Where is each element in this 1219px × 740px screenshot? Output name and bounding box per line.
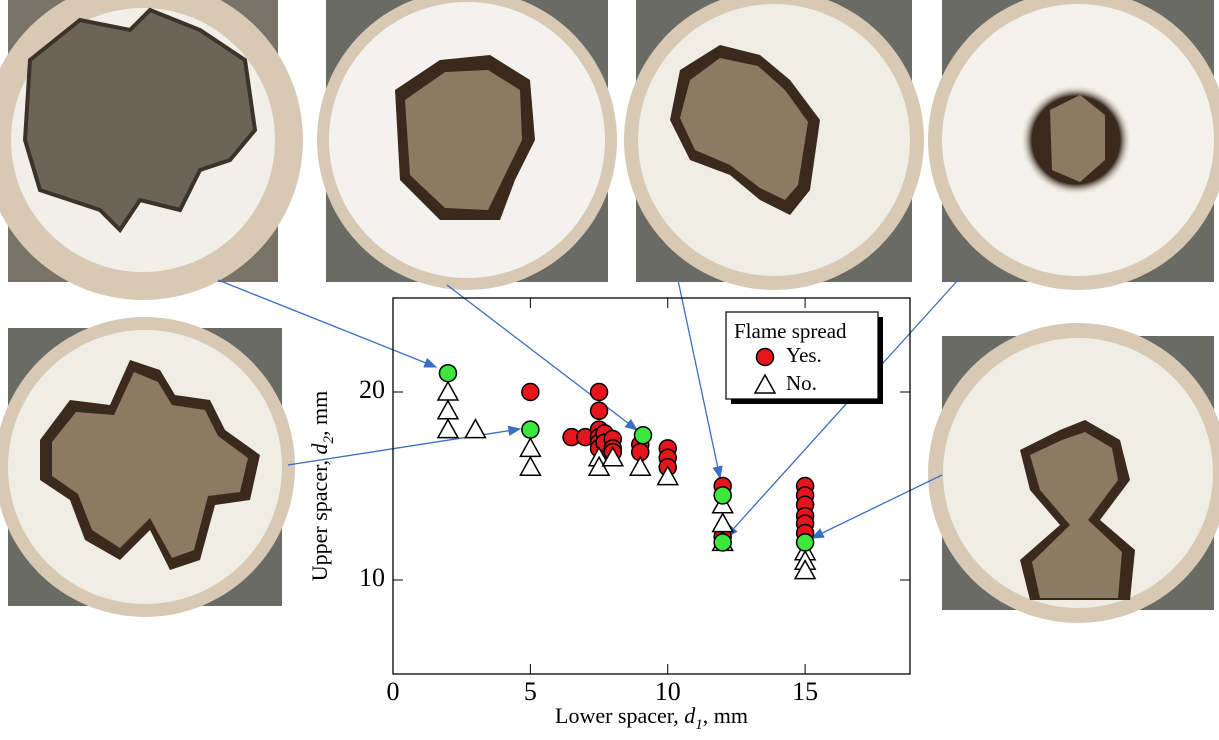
y-tick-label: 10 <box>359 563 385 592</box>
point <box>464 418 487 439</box>
legend-marker <box>755 347 775 367</box>
plot-frame <box>392 297 911 675</box>
y-axis-label-part: Upper spacer, <box>307 454 332 581</box>
point <box>713 486 732 505</box>
point <box>521 382 540 402</box>
x-axis-label-part: 1 <box>695 717 703 733</box>
x-tick-label: 10 <box>655 677 681 706</box>
point <box>601 446 625 467</box>
point <box>628 455 652 476</box>
point <box>519 436 542 458</box>
point <box>656 465 680 486</box>
point <box>589 382 609 402</box>
photo <box>928 0 1219 290</box>
x-axis-label-part: Lower spacer, <box>555 703 684 728</box>
point <box>795 533 815 552</box>
photo <box>317 0 617 290</box>
x-tick-label: 0 <box>387 677 400 706</box>
point <box>436 399 460 420</box>
legend-items: Yes. No. <box>753 343 822 395</box>
x-axis-label-part: d <box>684 703 696 728</box>
photo <box>0 317 295 617</box>
x-axis-label: Lower spacer, d1, mm <box>555 703 748 733</box>
point <box>711 512 734 533</box>
y-tick-label: 20 <box>359 375 385 404</box>
photo <box>624 0 924 290</box>
x-tick-label: 15 <box>792 677 818 706</box>
point <box>713 533 732 552</box>
photo <box>0 0 303 300</box>
legend-title: Flame spread <box>734 319 847 343</box>
point <box>793 559 817 580</box>
x-tick-label: 5 <box>524 677 537 706</box>
point <box>633 425 653 445</box>
y-axis-label-part: , mm <box>307 391 332 436</box>
x-axis-label-part: , mm <box>703 703 748 728</box>
y-axis-label: Upper spacer, d2, mm <box>307 391 337 582</box>
point <box>436 380 460 401</box>
y-axis-label-part: 2 <box>321 435 337 443</box>
legend-label: No. <box>786 371 817 395</box>
photo <box>928 323 1219 623</box>
legend-label: Yes. <box>786 343 822 367</box>
point <box>521 420 540 439</box>
y-axis-label-part: d <box>307 442 332 454</box>
legend <box>725 311 879 400</box>
point <box>519 455 542 476</box>
point <box>436 418 460 439</box>
legend-marker <box>753 373 777 394</box>
point <box>438 363 458 383</box>
point <box>589 401 609 421</box>
